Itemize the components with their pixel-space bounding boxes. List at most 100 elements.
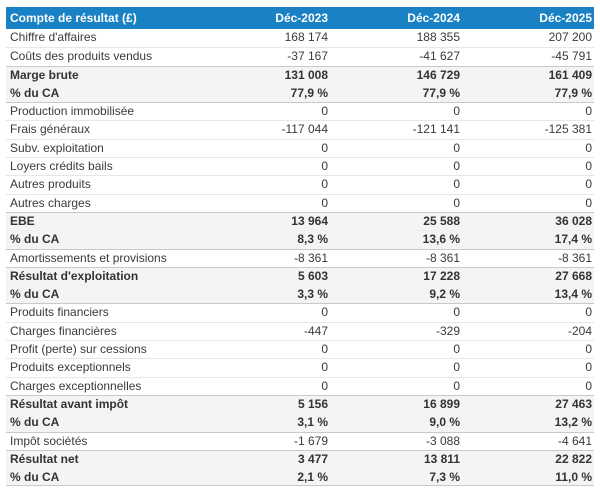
value-dec-2024: 13 811 (423, 451, 460, 466)
table-row: Produits exceptionnels 0 0 0 (6, 358, 594, 377)
value-dec-2024: 0 (453, 104, 460, 119)
value-dec-2024: 9,0 % (429, 415, 460, 430)
value-dec-2024: 17 228 (423, 268, 460, 283)
table-body: Chiffre d'affaires 168 174 188 355 207 2… (6, 29, 594, 487)
value-dec-2025: 0 (585, 104, 592, 119)
value-dec-2025: 27 668 (555, 268, 592, 283)
value-dec-2024: 0 (453, 140, 460, 155)
value-dec-2024: 0 (453, 342, 460, 357)
table-row: Résultat net 3 477 13 811 22 822 (6, 449, 594, 469)
value-dec-2023: 0 (321, 177, 328, 192)
table-row: Chiffre d'affaires 168 174 188 355 207 2… (6, 29, 594, 48)
table-row: Résultat d'exploitation 5 603 17 228 27 … (6, 266, 594, 286)
table-row: Amortissements et provisions -8 361 -8 3… (6, 248, 594, 267)
value-dec-2023: 0 (321, 305, 328, 320)
table-row: Marge brute 131 008 146 729 161 409 (6, 65, 594, 84)
value-dec-2025: 77,9 % (554, 85, 592, 100)
value-dec-2023: -37 167 (287, 49, 328, 64)
value-dec-2025: 0 (585, 360, 592, 375)
value-dec-2024: 0 (453, 360, 460, 375)
value-dec-2023: 0 (321, 378, 328, 393)
row-label: Autres produits (10, 177, 91, 192)
value-dec-2024: 0 (453, 159, 460, 174)
row-label: Coûts des produits vendus (10, 49, 153, 64)
row-label: % du CA (10, 470, 60, 485)
row-label: Chiffre d'affaires (10, 30, 97, 44)
table-row: Charges financières -447 -329 -204 (6, 321, 594, 341)
value-dec-2023: 168 174 (284, 30, 328, 44)
value-dec-2023: 0 (321, 342, 328, 357)
table-row: Coûts des produits vendus -37 167 -41 62… (6, 47, 594, 66)
value-dec-2023: 5 156 (297, 396, 328, 411)
value-dec-2025: -4 641 (557, 433, 592, 448)
value-dec-2024: 188 355 (416, 30, 460, 44)
value-dec-2024: -3 088 (425, 433, 460, 448)
value-dec-2023: 0 (321, 159, 328, 174)
value-dec-2025: 207 200 (548, 30, 592, 44)
value-dec-2023: 0 (321, 104, 328, 119)
value-dec-2024: -121 141 (412, 122, 460, 137)
row-label: Loyers crédits bails (10, 159, 113, 174)
value-dec-2023: 8,3 % (297, 232, 328, 247)
value-dec-2025: 0 (585, 342, 592, 357)
row-label: Amortissements et provisions (10, 250, 167, 265)
column-header-dec-2025: Déc-2025 (539, 11, 592, 25)
value-dec-2023: 3,1 % (297, 415, 328, 430)
value-dec-2025: 161 409 (548, 67, 592, 82)
value-dec-2023: 131 008 (284, 67, 328, 82)
value-dec-2025: 27 463 (555, 396, 592, 411)
value-dec-2025: -204 (567, 323, 592, 338)
row-label: Subv. exploitation (10, 140, 104, 155)
row-label: Production immobilisée (10, 104, 135, 119)
table-row: % du CA 77,9 % 77,9 % 77,9 % (6, 83, 594, 103)
row-label: Résultat d'exploitation (10, 268, 139, 283)
value-dec-2023: 0 (321, 360, 328, 375)
table-title: Compte de résultat (£) (10, 11, 137, 25)
table-row: Production immobilisée 0 0 0 (6, 102, 594, 121)
row-label: Frais généraux (10, 122, 91, 137)
value-dec-2025: 13,2 % (554, 415, 592, 430)
value-dec-2023: 5 603 (297, 268, 328, 283)
value-dec-2024: -41 627 (419, 49, 460, 64)
row-label: Marge brute (10, 67, 79, 82)
row-label: Autres charges (10, 195, 91, 210)
row-label: % du CA (10, 232, 60, 247)
value-dec-2024: 16 899 (423, 396, 460, 411)
value-dec-2023: 3 477 (297, 451, 328, 466)
row-label: Impôt sociétés (10, 433, 88, 448)
row-label: Produits exceptionnels (10, 360, 131, 375)
value-dec-2025: 0 (585, 195, 592, 210)
column-header-dec-2024: Déc-2024 (407, 11, 460, 25)
value-dec-2025: 0 (585, 305, 592, 320)
table-row: Autres produits 0 0 0 (6, 175, 594, 194)
row-label: % du CA (10, 415, 60, 430)
row-label: EBE (10, 213, 35, 228)
value-dec-2023: 3,3 % (297, 287, 328, 302)
row-label: Résultat net (10, 451, 79, 466)
row-label: Résultat avant impôt (10, 396, 129, 411)
table-row: Charges exceptionnelles 0 0 0 (6, 376, 594, 395)
row-label: % du CA (10, 85, 60, 100)
value-dec-2024: -8 361 (425, 250, 460, 265)
value-dec-2024: 77,9 % (422, 85, 460, 100)
value-dec-2024: 0 (453, 305, 460, 320)
value-dec-2023: -447 (303, 323, 328, 338)
table-row: % du CA 3,3 % 9,2 % 13,4 % (6, 285, 594, 304)
table-row: Autres charges 0 0 0 (6, 193, 594, 212)
value-dec-2025: 36 028 (555, 213, 592, 228)
table-row: Frais généraux -117 044 -121 141 -125 38… (6, 120, 594, 139)
value-dec-2025: 22 822 (555, 451, 592, 466)
table-row: Résultat avant impôt 5 156 16 899 27 463 (6, 394, 594, 414)
value-dec-2024: 0 (453, 378, 460, 393)
value-dec-2023: 0 (321, 140, 328, 155)
value-dec-2024: -329 (435, 323, 460, 338)
value-dec-2025: 0 (585, 177, 592, 192)
value-dec-2024: 13,6 % (422, 232, 460, 247)
value-dec-2024: 7,3 % (429, 470, 460, 485)
table-row: % du CA 3,1 % 9,0 % 13,2 % (6, 413, 594, 432)
table-row: EBE 13 964 25 588 36 028 (6, 211, 594, 231)
value-dec-2023: 77,9 % (290, 85, 328, 100)
value-dec-2025: 17,4 % (554, 232, 592, 247)
value-dec-2023: -8 361 (293, 250, 328, 265)
row-label: Profit (perte) sur cessions (10, 342, 147, 357)
